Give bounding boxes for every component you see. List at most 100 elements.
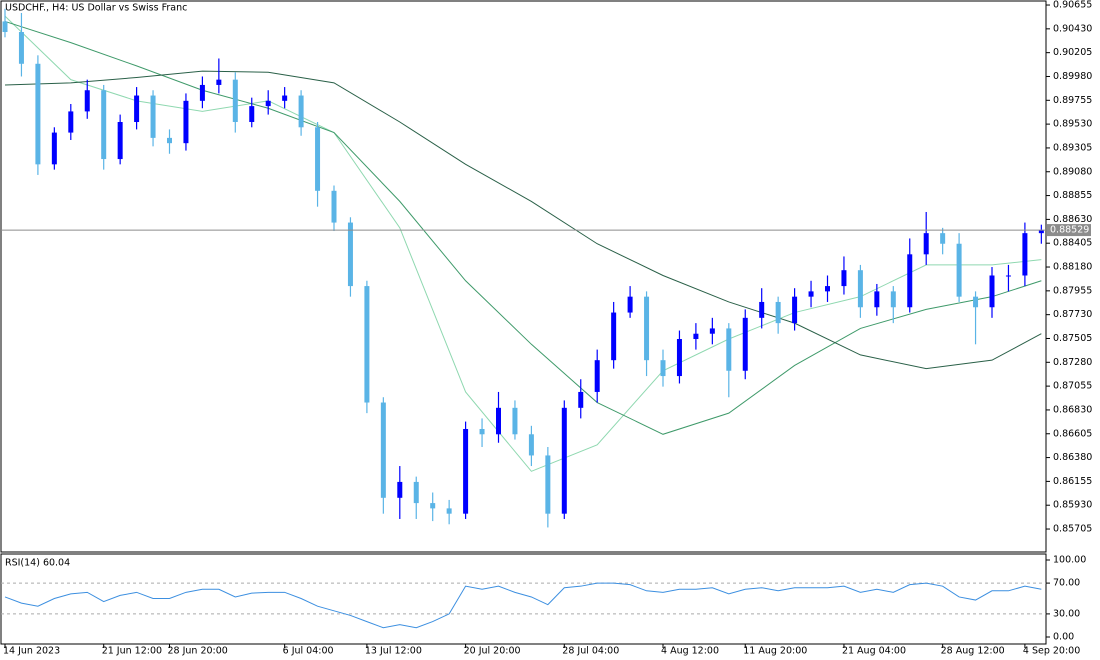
y-tick-label: 0.00: [1053, 632, 1074, 643]
candle-body: [101, 90, 107, 160]
candle-body: [216, 79, 222, 85]
y-tick-label: 0.87505: [1053, 333, 1092, 344]
candle-body: [84, 90, 90, 112]
candle-body: [347, 222, 353, 287]
x-tick-label: 11 Aug 20:00: [743, 646, 807, 657]
y-tick-label: 0.89080: [1053, 166, 1092, 177]
y-tick-label: 0.86155: [1053, 476, 1092, 487]
y-tick-label: 0.89755: [1053, 95, 1092, 106]
candle-body: [315, 127, 321, 191]
candle-body: [167, 137, 172, 144]
y-tick-label: 0.88180: [1053, 262, 1092, 273]
candle-body: [496, 407, 501, 435]
candle-body: [775, 301, 781, 324]
candle-body: [199, 84, 205, 101]
y-tick-label: 0.89980: [1053, 71, 1092, 82]
candle-body: [265, 100, 271, 107]
rsi-title: RSI(14) 60.04: [5, 558, 70, 569]
candle-body: [150, 95, 156, 138]
x-tick-label: 21 Jun 12:00: [102, 646, 162, 657]
candle-body: [463, 428, 469, 514]
x-tick-label: 4 Sep 20:00: [1023, 646, 1080, 657]
candle-body: [561, 407, 567, 514]
y-tick-label: 0.86830: [1053, 404, 1092, 415]
candle-body: [627, 296, 633, 313]
candle-body: [232, 79, 238, 122]
y-tick-label: 70.00: [1053, 578, 1080, 589]
candle-body: [364, 286, 370, 403]
candle-body: [2, 21, 8, 33]
y-tick-label: 0.89305: [1053, 142, 1092, 153]
candle-body: [907, 254, 913, 308]
candle-body: [578, 391, 584, 408]
y-tick-label: 0.88630: [1053, 214, 1092, 225]
x-tick-label: 28 Aug 12:00: [941, 646, 1005, 657]
current-price-box: [1047, 224, 1091, 237]
candle-body: [874, 291, 880, 308]
current-price-label: 0.88529: [1050, 225, 1089, 236]
y-tick-label: 0.90205: [1053, 47, 1092, 58]
candle-body: [890, 291, 896, 308]
candle-body: [545, 455, 551, 514]
candle-body: [857, 270, 863, 308]
y-tick-label: 0.86380: [1053, 452, 1092, 463]
y-tick-label: 0.85930: [1053, 500, 1092, 511]
rsi-line: [4, 582, 1042, 629]
candle-body: [973, 296, 979, 308]
candle-body: [117, 121, 123, 160]
x-tick-label: 28 Jun 20:00: [168, 646, 228, 657]
candle-body: [611, 312, 617, 361]
candle-body: [331, 190, 337, 223]
x-tick-label: 21 Aug 04:00: [842, 646, 906, 657]
candle-body: [594, 360, 600, 392]
candle-body: [644, 296, 650, 361]
chart-title: USDCHF., H4: US Dollar vs Swiss Franc: [5, 3, 187, 14]
candle-body: [380, 402, 386, 498]
y-tick-label: 0.86605: [1053, 428, 1092, 439]
candle-body: [759, 301, 765, 318]
candle-body: [676, 339, 682, 377]
moving-average: [4, 70, 1042, 370]
y-tick-label: 30.00: [1053, 608, 1080, 619]
y-tick-label: 0.89530: [1053, 119, 1092, 130]
candle-body: [693, 333, 699, 340]
x-tick-label: 6 Jul 04:00: [283, 646, 334, 657]
candle-body: [430, 503, 436, 509]
candle-body: [51, 132, 57, 165]
moving-average: [4, 20, 1042, 435]
candle-body: [808, 291, 814, 297]
candle-body: [413, 481, 419, 504]
candle-body: [183, 100, 189, 144]
candle-body: [709, 328, 715, 334]
candle-body: [726, 328, 732, 371]
price-frame: [0, 0, 1047, 553]
x-tick-label: 4 Aug 12:00: [661, 646, 719, 657]
candle-body: [446, 508, 452, 514]
y-tick-label: 100.00: [1053, 555, 1086, 566]
rsi-frame: [0, 553, 1047, 645]
candle-body: [989, 275, 995, 308]
candle-body: [792, 296, 798, 324]
y-tick-label: 0.87730: [1053, 309, 1092, 320]
candle-body: [18, 32, 24, 64]
y-tick-label: 0.87055: [1053, 381, 1092, 392]
y-tick-label: 0.90655: [1053, 0, 1092, 11]
candle-body: [298, 95, 304, 128]
x-tick-label: 13 Jul 12:00: [365, 646, 422, 657]
y-tick-label: 0.88405: [1053, 238, 1092, 249]
y-tick-label: 0.90430: [1053, 23, 1092, 34]
candle-body: [742, 317, 748, 371]
y-tick-label: 0.87280: [1053, 357, 1092, 368]
y-tick-label: 0.88855: [1053, 190, 1092, 201]
candle-body: [825, 286, 830, 292]
candle-body: [841, 270, 847, 287]
candle-body: [249, 106, 255, 122]
x-tick-label: 20 Jul 20:00: [464, 646, 521, 657]
candle-body: [35, 63, 41, 165]
candle-body: [660, 360, 666, 377]
candle-body: [397, 481, 403, 498]
y-tick-label: 0.85705: [1053, 524, 1092, 535]
candle-body: [479, 428, 485, 435]
candle-body: [923, 233, 929, 255]
